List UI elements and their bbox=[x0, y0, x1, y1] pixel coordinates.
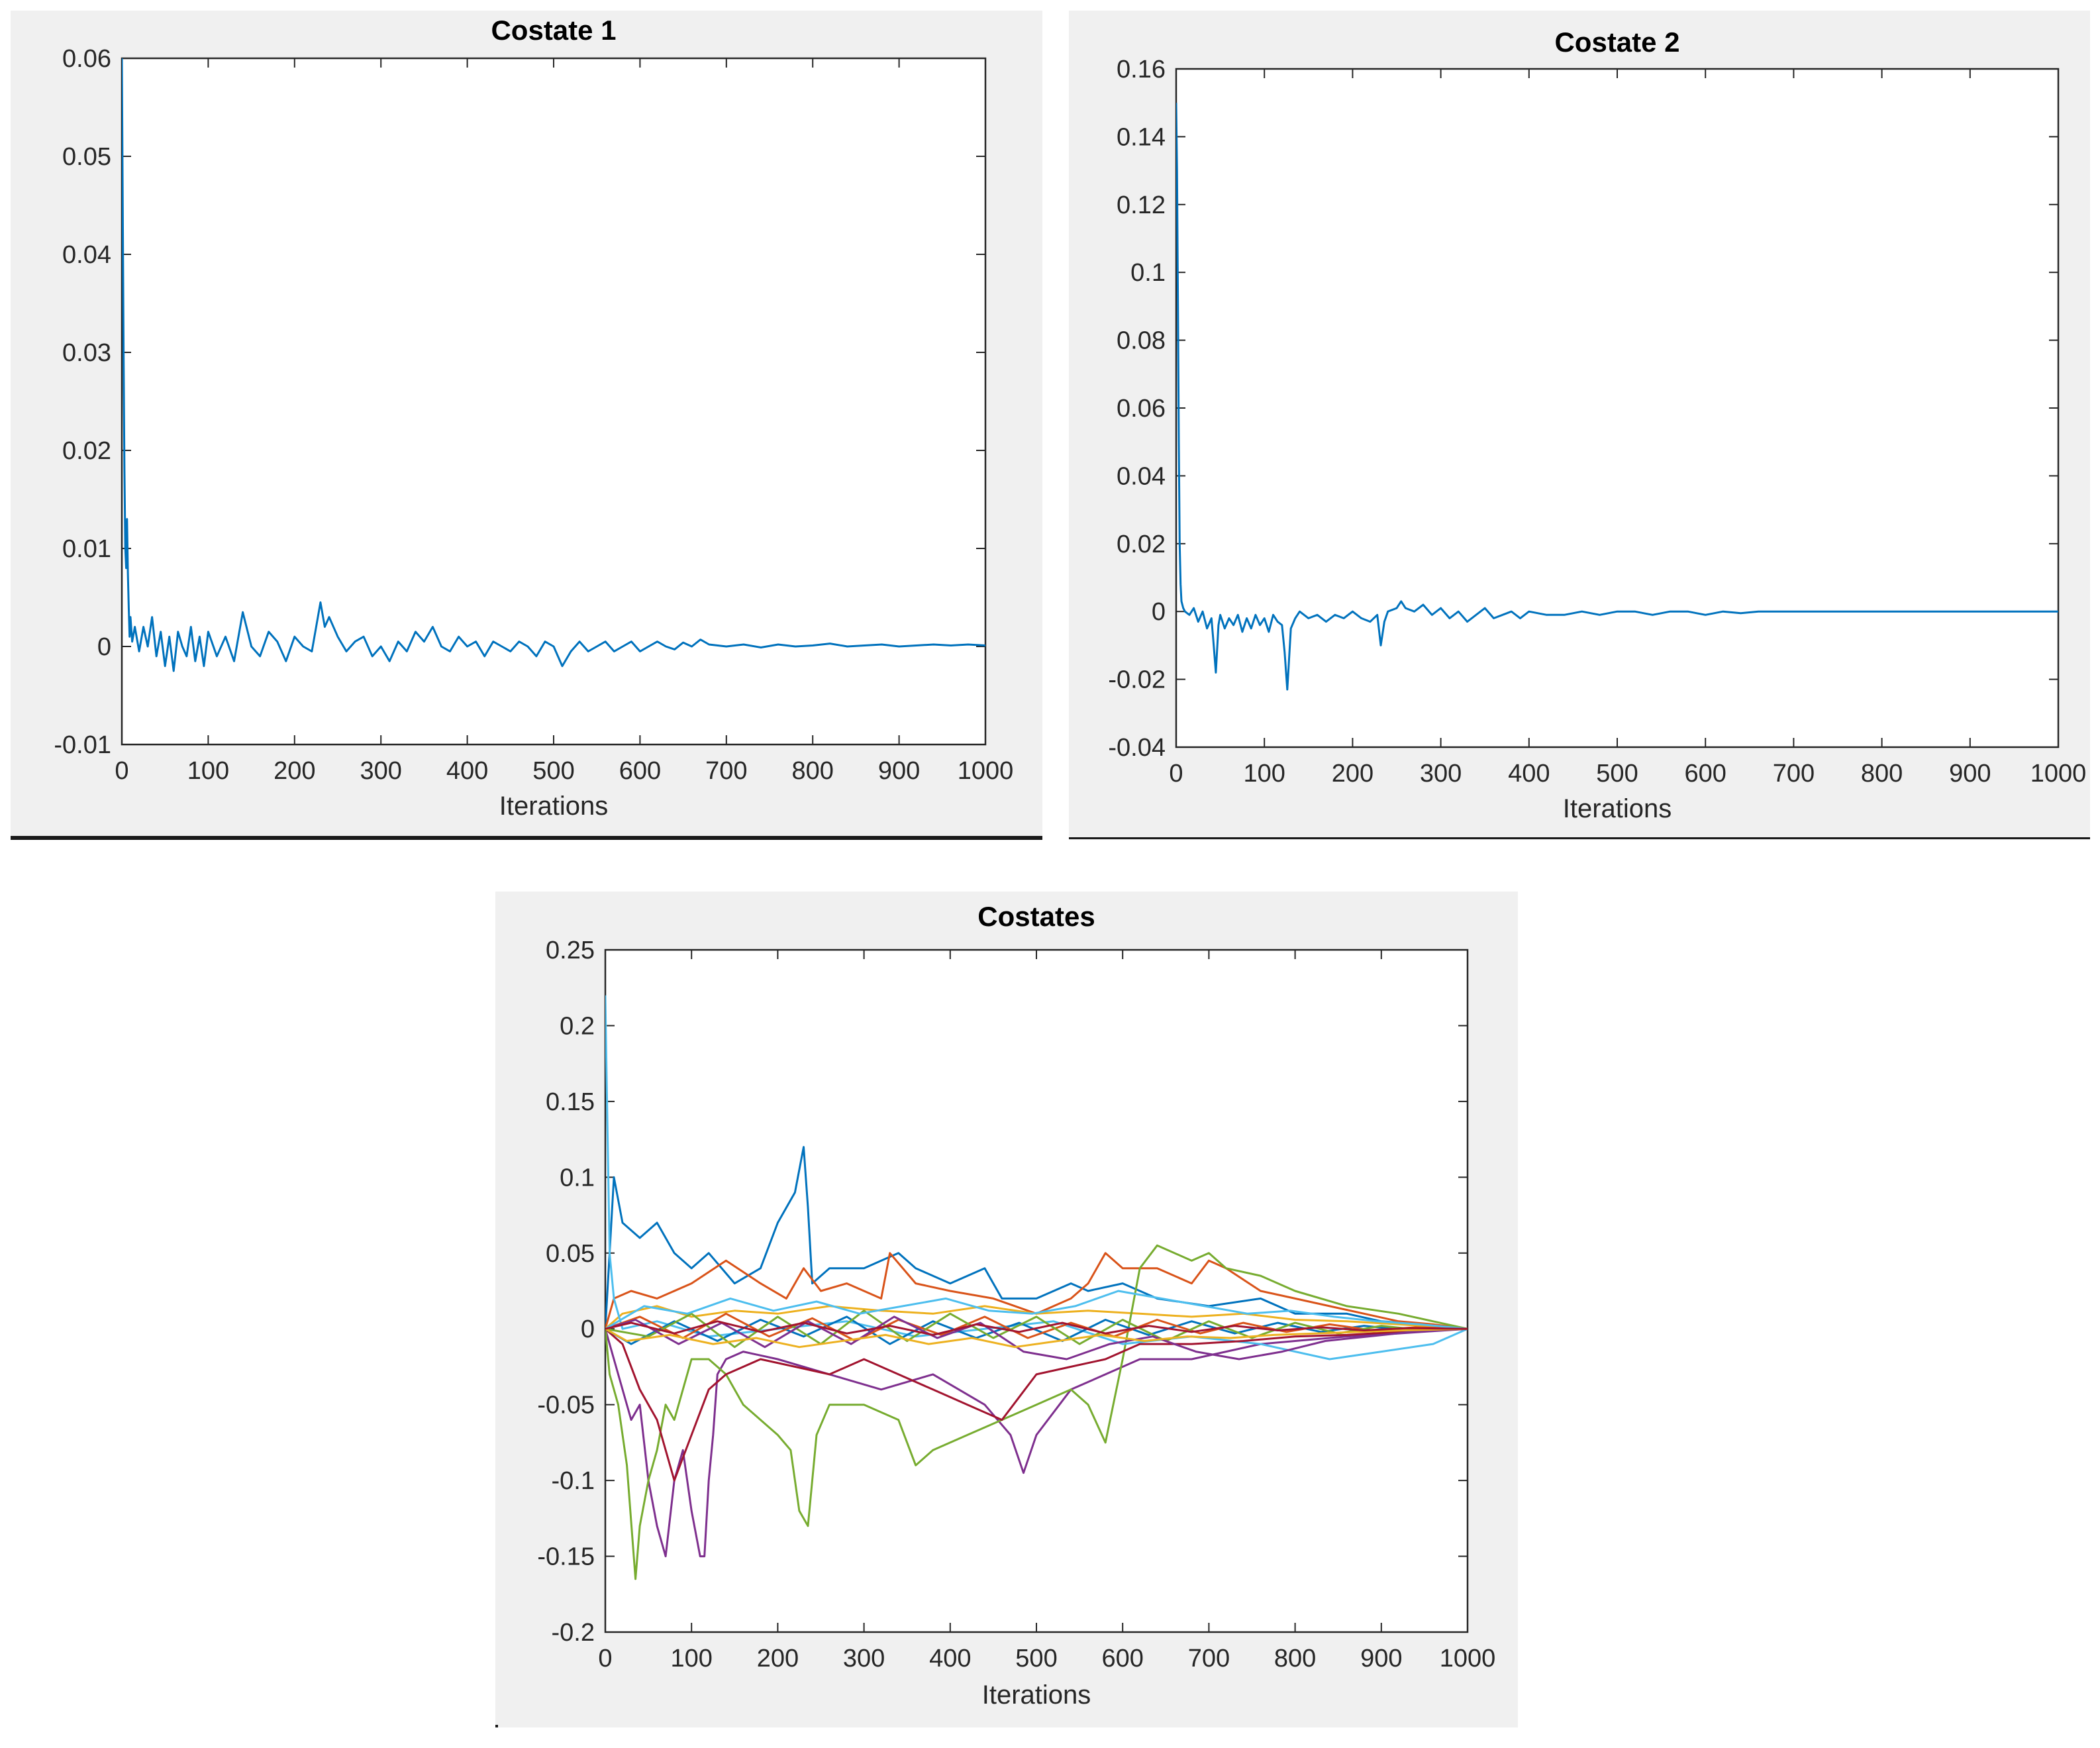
x-tick-label: 100 bbox=[1243, 760, 1285, 788]
x-tick-label: 200 bbox=[274, 757, 315, 785]
y-tick-label: -0.02 bbox=[1108, 666, 1166, 694]
series-line-3 bbox=[605, 1305, 1468, 1330]
y-tick-label: 0.2 bbox=[560, 1012, 595, 1040]
series-line-1 bbox=[605, 1146, 1468, 1330]
x-tick-label: 300 bbox=[360, 757, 401, 785]
y-tick-label: 0.05 bbox=[546, 1240, 595, 1268]
y-tick-label: 0.12 bbox=[1117, 191, 1166, 219]
x-tick-label: 600 bbox=[619, 757, 661, 785]
series-group bbox=[605, 995, 1468, 1580]
x-axis-label: Iterations bbox=[982, 1680, 1091, 1710]
y-tick-label: 0.14 bbox=[1117, 123, 1166, 151]
panel-divider bbox=[11, 836, 1042, 840]
y-tick-label: -0.04 bbox=[1108, 734, 1166, 762]
x-tick-label: 500 bbox=[1015, 1645, 1057, 1672]
x-tick-label: 0 bbox=[1169, 760, 1183, 788]
y-tick-label: 0.15 bbox=[546, 1088, 595, 1116]
x-tick-label: 1000 bbox=[2030, 760, 2087, 788]
x-tick-label: 500 bbox=[532, 757, 574, 785]
series-line-13 bbox=[605, 1327, 1468, 1349]
y-tick-label: 0.25 bbox=[546, 937, 595, 964]
x-tick-label: 0 bbox=[598, 1645, 612, 1672]
chart-panel-costate-2: 0 100 200 300 400 500 600 700 800 900 1000 -0.04 -0.… bbox=[1069, 11, 2090, 840]
y-tick-label: -0.1 bbox=[552, 1467, 595, 1495]
y-tick-label: 0.03 bbox=[62, 339, 111, 367]
chart-costate-1: 0 100 200 300 400 500 600 700 800 900 1000-0.0100.… bbox=[54, 15, 1014, 821]
y-tick-label: 0.06 bbox=[62, 45, 111, 73]
y-tick-label: -0.15 bbox=[537, 1543, 595, 1571]
x-tick-label: 1000 bbox=[958, 757, 1014, 785]
y-tick-label: 0.16 bbox=[1117, 56, 1166, 83]
x-tick-label: 300 bbox=[843, 1645, 885, 1672]
x-tick-label: 600 bbox=[1101, 1645, 1143, 1672]
y-tick-label: 0.05 bbox=[62, 143, 111, 171]
x-tick-label: 500 bbox=[1596, 760, 1638, 788]
y-tick-label: 0.04 bbox=[62, 241, 111, 269]
x-tick-label: 0 bbox=[115, 757, 128, 785]
series-line-1 bbox=[122, 58, 985, 672]
series-line-11 bbox=[605, 1315, 1468, 1361]
y-tick-label: 0.02 bbox=[1117, 531, 1166, 558]
chart-costate-2: 0 100 200 300 400 500 600 700 800 900 1000 -0.04 -0.… bbox=[1108, 26, 2087, 823]
x-tick-label: 800 bbox=[791, 757, 833, 785]
y-tick-label: 0 bbox=[97, 633, 111, 661]
series-line-10 bbox=[605, 1310, 1468, 1349]
y-tick-label: -0.01 bbox=[54, 731, 111, 759]
chart-panel-costates: 0 100 200 300 400 500 600 700 800 900 1000 -0.2 -0.1… bbox=[495, 892, 1518, 1727]
y-tick-label: 0.04 bbox=[1117, 462, 1166, 490]
x-tick-label: 400 bbox=[446, 757, 488, 785]
x-tick-label: 100 bbox=[670, 1645, 712, 1672]
x-axis-label: Iterations bbox=[499, 792, 609, 821]
x-tick-label: 700 bbox=[705, 757, 747, 785]
x-tick-label: 200 bbox=[757, 1645, 799, 1672]
y-tick-label: -0.05 bbox=[537, 1392, 595, 1419]
series-line-4 bbox=[605, 1327, 1468, 1558]
panel-divider bbox=[495, 1725, 498, 1727]
chart-title: Costate 1 bbox=[491, 15, 616, 46]
y-tick-label: 0.01 bbox=[62, 535, 111, 563]
chart-costates: 0 100 200 300 400 500 600 700 800 900 1000 -0.2 -0.1… bbox=[537, 901, 1496, 1710]
x-tick-label: 900 bbox=[1949, 760, 1991, 788]
x-axis-label: Iterations bbox=[1563, 794, 1672, 823]
x-tick-label: 300 bbox=[1420, 760, 1462, 788]
y-tick-label: 0.02 bbox=[62, 437, 111, 465]
x-tick-label: 800 bbox=[1274, 1645, 1316, 1672]
x-tick-label: 400 bbox=[929, 1645, 971, 1672]
series-line-2 bbox=[605, 1252, 1468, 1330]
series-line-14 bbox=[605, 1320, 1468, 1336]
x-tick-label: 100 bbox=[187, 757, 229, 785]
panel-divider bbox=[1069, 837, 2090, 839]
y-tick-label: 0.08 bbox=[1117, 327, 1166, 355]
y-tick-label: 0.1 bbox=[1130, 259, 1166, 287]
y-tick-label: 0.06 bbox=[1117, 395, 1166, 423]
x-tick-label: 800 bbox=[1861, 760, 1903, 788]
x-tick-label: 600 bbox=[1684, 760, 1726, 788]
series-line-7 bbox=[605, 1327, 1468, 1482]
y-tick-label: 0.1 bbox=[560, 1164, 595, 1192]
chart-title: Costates bbox=[977, 901, 1095, 932]
series-line-12 bbox=[605, 1290, 1468, 1330]
plot-area bbox=[604, 949, 1469, 1633]
x-tick-label: 700 bbox=[1773, 760, 1815, 788]
chart-panel-costate-1: 0 100 200 300 400 500 600 700 800 900 1000 -0.01 0 0.… bbox=[11, 11, 1042, 840]
chart-title: Costate 2 bbox=[1554, 26, 1679, 58]
x-tick-label: 400 bbox=[1508, 760, 1550, 788]
series-group bbox=[122, 58, 985, 672]
series-group bbox=[1176, 103, 2058, 691]
x-tick-label: 700 bbox=[1188, 1645, 1230, 1672]
x-tick-label: 200 bbox=[1332, 760, 1374, 788]
y-tick-label: 0 bbox=[581, 1315, 595, 1343]
y-tick-label: -0.2 bbox=[552, 1619, 595, 1647]
series-line-5 bbox=[605, 1244, 1468, 1580]
plot-area bbox=[1175, 68, 2060, 748]
series-line-1 bbox=[1176, 103, 2058, 691]
plot-area bbox=[121, 57, 987, 746]
x-tick-label: 1000 bbox=[1440, 1645, 1496, 1672]
x-tick-label: 900 bbox=[1360, 1645, 1402, 1672]
x-tick-label: 900 bbox=[878, 757, 920, 785]
y-tick-label: 0 bbox=[1152, 598, 1166, 626]
